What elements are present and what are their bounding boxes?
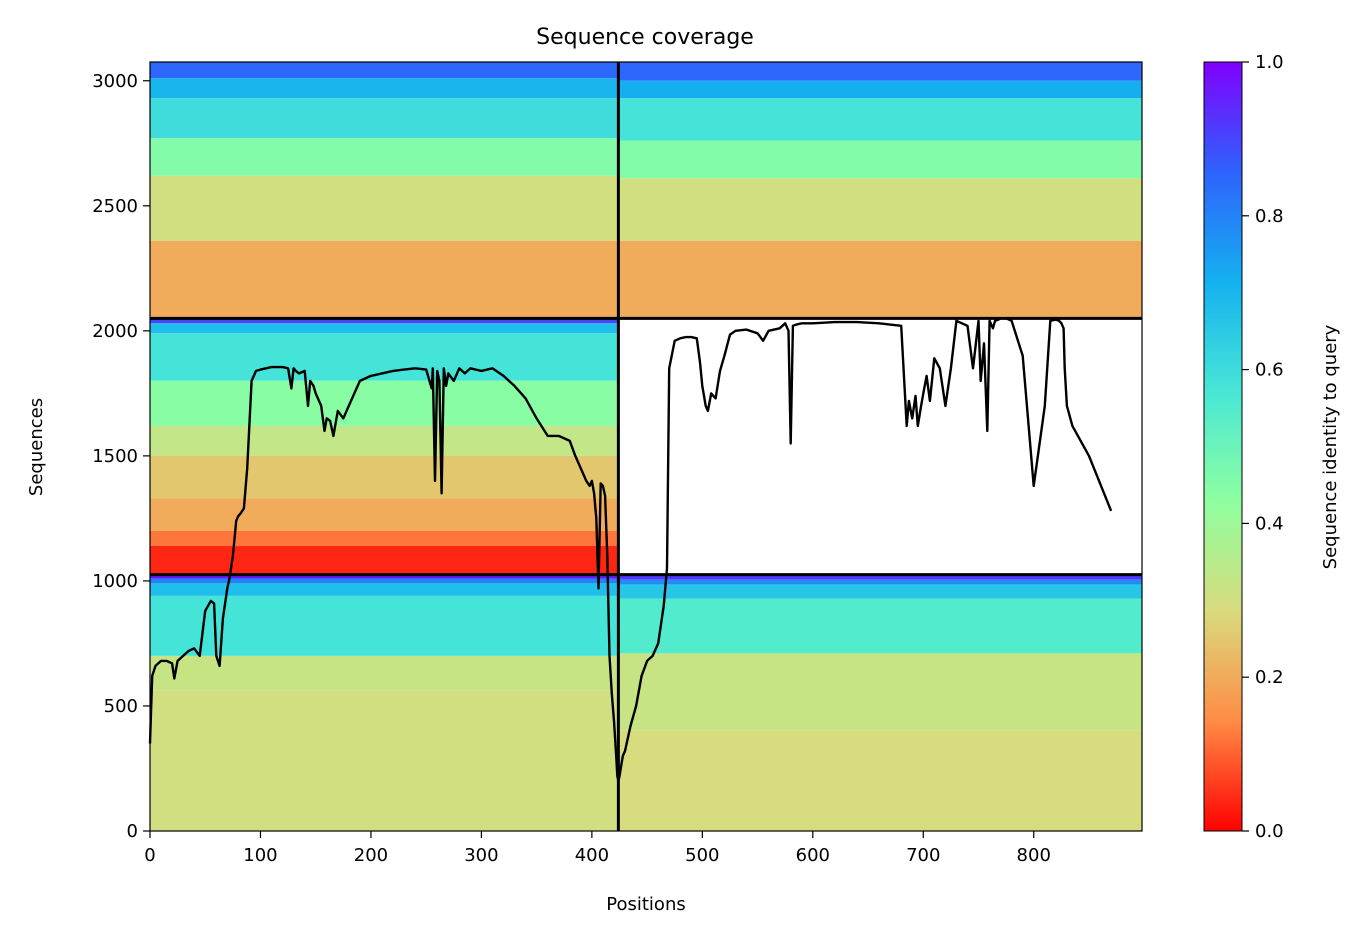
y-tick-label: 500 (104, 696, 138, 717)
boundary-lines (150, 62, 1142, 831)
colorbar (1203, 61, 1243, 832)
coverage-band (150, 425, 619, 456)
x-tick-label: 600 (796, 845, 830, 866)
coverage-band (150, 574, 619, 579)
coverage-band (618, 240, 1142, 319)
y-tick-label: 2000 (92, 321, 138, 342)
x-tick-label: 400 (575, 845, 609, 866)
x-axis-label: Positions (606, 894, 685, 915)
coverage-band (150, 578, 619, 584)
coverage-band (150, 62, 619, 79)
heatmap-block (150, 318, 619, 575)
coverage-band (618, 731, 1142, 831)
coverage-line-layer (148, 317, 1113, 783)
coverage-band (150, 175, 619, 241)
colorbar-tick-label: 0.0 (1255, 821, 1284, 842)
coverage-band (150, 498, 619, 531)
y-tick-label: 1000 (92, 571, 138, 592)
coverage-band (618, 140, 1142, 179)
coverage-band (150, 455, 619, 499)
x-tick-label: 500 (685, 845, 719, 866)
colorbar-label: Sequence identity to query (1320, 324, 1341, 569)
coverage-band (150, 595, 619, 656)
x-tick-label: 100 (243, 845, 277, 866)
heatmap-block (150, 62, 619, 319)
coverage-band (618, 598, 1142, 654)
coverage-band (150, 323, 619, 334)
coverage-band (150, 138, 619, 176)
x-tick-label: 700 (906, 845, 940, 866)
x-axis: 0 100 200 300 400 500 600 700 800 (144, 831, 1051, 866)
colorbar-tick-label: 0.6 (1255, 360, 1284, 381)
coverage-band (150, 318, 619, 324)
y-tick-label: 0 (127, 821, 138, 842)
y-tick-label: 1500 (92, 446, 138, 467)
coverage-band (150, 380, 619, 426)
coverage-band (618, 579, 1142, 585)
colorbar-tick-label: 0.2 (1255, 667, 1284, 688)
coverage-band (618, 98, 1142, 141)
coverage-band (150, 583, 619, 596)
colorbar-tick-label: 0.4 (1255, 513, 1284, 534)
x-tick-label: 200 (354, 845, 388, 866)
coverage-band (618, 584, 1142, 599)
coverage-band (618, 574, 1142, 580)
coverage-band (150, 530, 619, 546)
coverage-band (150, 240, 619, 319)
coverage-band (150, 655, 619, 691)
colorbar-tick-label: 1.0 (1255, 52, 1284, 73)
coverage-band (150, 98, 619, 139)
colorbar-axis: 0.0 0.2 0.4 0.6 0.8 1.0 (1242, 52, 1284, 842)
heatmap-block (150, 574, 619, 831)
heatmap-block (618, 62, 1142, 319)
coverage-band (618, 178, 1142, 241)
y-axis-label: Sequences (26, 398, 47, 496)
heatmap-area (150, 62, 1142, 831)
coverage-band (618, 653, 1142, 731)
y-tick-label: 3000 (92, 71, 138, 92)
x-tick-label: 300 (464, 845, 498, 866)
coverage-band (618, 62, 1142, 81)
plot-frame (149, 61, 1143, 832)
coverage-band (150, 78, 619, 99)
coverage-band (150, 691, 619, 831)
coverage-line (148, 317, 1113, 783)
y-axis: 0 500 1000 1500 2000 2500 3000 (92, 71, 150, 842)
chart-title: Sequence coverage (536, 25, 754, 50)
y-tick-label: 2500 (92, 196, 138, 217)
colorbar-tick-label: 0.8 (1255, 206, 1284, 227)
coverage-band (150, 545, 619, 575)
coverage-band (618, 80, 1142, 99)
x-tick-label: 800 (1017, 845, 1051, 866)
heatmap-block (618, 574, 1142, 831)
x-tick-label: 0 (144, 845, 155, 866)
